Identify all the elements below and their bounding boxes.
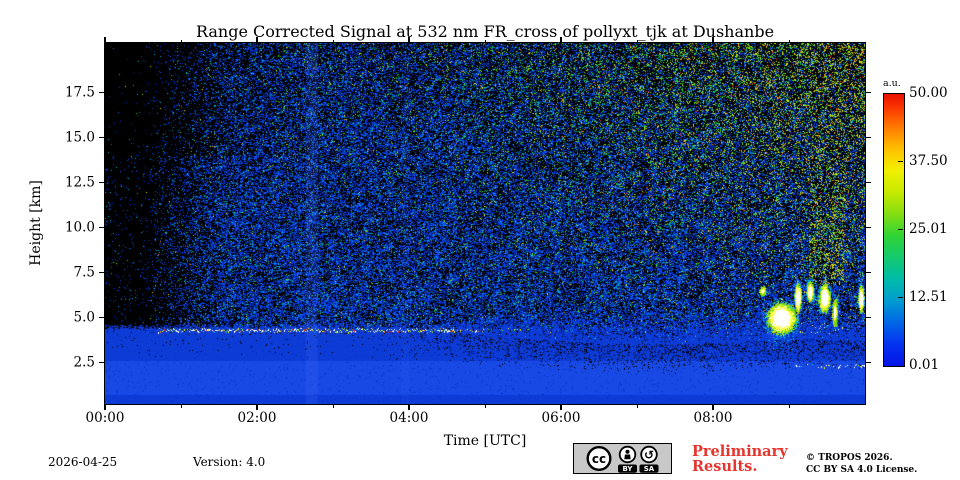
x-tick-label: 06:00: [541, 410, 581, 426]
cc-by-person-body: [624, 454, 631, 460]
x-minor-tick: [788, 404, 790, 408]
y-major-tick-right: [865, 227, 871, 229]
y-tick-label: 12.5: [64, 174, 95, 191]
y-major-tick-right: [865, 317, 871, 319]
y-tick-label: 17.5: [64, 84, 95, 101]
x-axis-label: Time [UTC]: [443, 433, 527, 449]
x-minor-tick-top: [484, 39, 486, 43]
y-tick-label: 5.0: [73, 309, 95, 326]
x-major-tick-top: [712, 37, 714, 43]
colorbar-tick-label: 0.01: [909, 357, 940, 373]
y-major-tick-right: [865, 137, 871, 139]
x-minor-tick: [484, 404, 486, 408]
cc-logo-text: cc: [592, 452, 606, 466]
license-line: CC BY SA 4.0 License.: [806, 465, 918, 475]
x-major-tick-top: [104, 37, 106, 43]
x-tick-label: 08:00: [693, 410, 733, 426]
x-major-tick-top: [560, 37, 562, 43]
y-tick-label: 15.0: [64, 129, 95, 146]
heatmap-canvas: [105, 43, 865, 404]
x-minor-tick: [180, 404, 182, 408]
y-tick-label: 7.5: [73, 264, 95, 281]
colorbar-unit-label: a.u.: [883, 78, 901, 89]
colorbar-tick: [898, 297, 903, 299]
x-major-tick: [712, 404, 714, 410]
x-minor-tick: [332, 404, 334, 408]
x-minor-tick-top: [332, 39, 334, 43]
colorbar-tick-label: 37.50: [909, 153, 948, 169]
x-major-tick: [104, 404, 106, 410]
copyright-note: © TROPOS 2026. CC BY SA 4.0 License.: [806, 452, 917, 476]
colorbar-tick-label: 12.51: [909, 289, 948, 305]
x-tick-label: 00:00: [85, 410, 125, 426]
y-major-tick: [99, 227, 105, 229]
y-major-tick: [99, 137, 105, 139]
preliminary-line1: Preliminary: [692, 443, 788, 460]
preliminary-results-note: Preliminary Results.: [692, 444, 788, 474]
x-major-tick-top: [408, 37, 410, 43]
cc-sa-arrow-glyph: ↺: [644, 448, 654, 462]
x-minor-tick-top: [180, 39, 182, 43]
colorbar-tick: [898, 161, 903, 163]
cc-sa-arrow-icon: [640, 445, 658, 464]
y-major-tick-right: [865, 182, 871, 184]
colorbar-tick: [898, 229, 903, 231]
y-major-tick: [99, 92, 105, 94]
y-tick-label: 2.5: [73, 354, 95, 371]
x-tick-label: 04:00: [389, 410, 429, 426]
x-major-tick: [408, 404, 410, 410]
x-major-tick: [256, 404, 258, 410]
x-tick-label: 02:00: [237, 410, 277, 426]
y-major-tick-right: [865, 362, 871, 364]
cc-license-badge: cc ↺ BY SA: [573, 443, 672, 474]
y-major-tick: [99, 272, 105, 274]
colorbar-tick-label: 50.00: [909, 85, 948, 101]
y-major-tick: [99, 362, 105, 364]
cc-sa-label: SA: [644, 465, 655, 473]
colorbar-tick-label: 25.01: [909, 221, 948, 237]
x-major-tick: [560, 404, 562, 410]
cc-by-label: BY: [622, 465, 633, 473]
cc-by-pill: [618, 464, 637, 473]
y-major-tick: [99, 182, 105, 184]
copyright-line: © TROPOS 2026.: [806, 453, 893, 463]
chart-title: Range Corrected Signal at 532 nm FR_cros…: [195, 22, 775, 41]
x-minor-tick: [636, 404, 638, 408]
cc-logo-icon: [586, 445, 612, 472]
x-major-tick-top: [256, 37, 258, 43]
y-major-tick-right: [865, 272, 871, 274]
y-axis-label: Height [km]: [28, 180, 44, 266]
preliminary-line2: Results.: [692, 458, 758, 475]
y-major-tick: [99, 317, 105, 319]
cc-by-person-head: [625, 449, 630, 454]
y-major-tick-right: [865, 92, 871, 94]
measurement-date: 2026-04-25: [48, 455, 118, 469]
y-tick-label: 10.0: [64, 219, 95, 236]
x-minor-tick-top: [636, 39, 638, 43]
x-minor-tick-top: [788, 39, 790, 43]
cc-sa-pill: [639, 464, 659, 473]
version-label: Version: 4.0: [193, 455, 266, 469]
